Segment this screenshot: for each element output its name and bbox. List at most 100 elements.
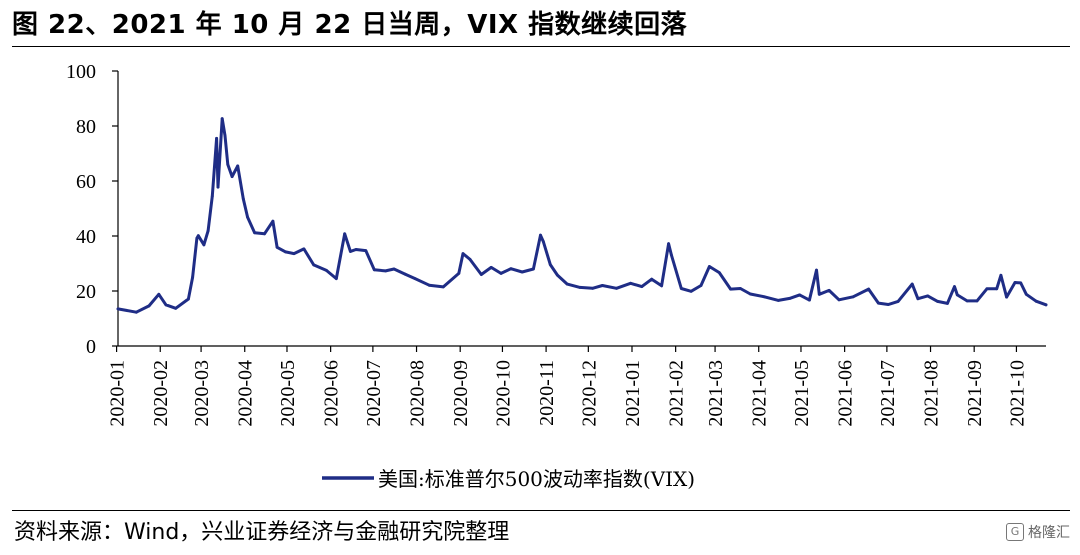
x-tick-label: 2021-05 <box>791 360 813 427</box>
vix-data-point <box>230 175 234 179</box>
vix-data-point <box>965 299 969 303</box>
vix-data-point <box>578 286 582 289</box>
vix-data-point <box>196 234 200 238</box>
x-axis: 2020-01 2020-02 2020-03 2020-04 2020-05 2020-… <box>107 345 1046 427</box>
vix-data-point <box>788 297 792 300</box>
y-tick-label: 0 <box>86 336 96 358</box>
vix-data-point <box>520 270 524 274</box>
vix-data-point <box>403 272 407 276</box>
vix-data-point <box>1019 281 1023 285</box>
vix-data-point <box>236 164 240 168</box>
vix-data-point <box>202 243 206 247</box>
vix-data-point <box>670 253 673 257</box>
vix-data-point <box>739 287 742 290</box>
vix-data-point <box>936 300 939 303</box>
vix-data-point <box>541 240 545 243</box>
x-tick-label: 2021-02 <box>666 360 688 427</box>
vix-data-point <box>215 137 219 140</box>
vix-data-point <box>565 282 569 286</box>
vix-data-point <box>815 268 818 272</box>
vix-data-point <box>808 298 811 302</box>
vix-data-point <box>275 245 279 249</box>
x-tick-label: 2021-07 <box>877 360 899 427</box>
x-tick-label: 2021-09 <box>964 360 986 427</box>
vix-data-point <box>479 273 483 276</box>
vix-data-point <box>499 272 503 275</box>
x-tick-label: 2020-01 <box>107 360 129 427</box>
vix-data-point <box>650 277 654 281</box>
vix-data-point <box>999 273 1003 277</box>
vix-data-point <box>995 287 999 291</box>
vix-data-point <box>349 250 352 253</box>
vix-data-point <box>591 286 594 290</box>
vix-data-point <box>798 293 801 297</box>
vix-data-point <box>1013 281 1017 284</box>
vix-data-point <box>191 275 195 279</box>
vix-data-point <box>886 303 890 306</box>
x-tick-label: 2020-08 <box>407 360 429 427</box>
watermark: G 格隆汇 <box>1006 522 1070 542</box>
vix-data-point <box>629 281 632 285</box>
vix-data-point <box>699 284 703 287</box>
vix-data-point <box>157 292 161 296</box>
vix-data-point <box>284 250 287 254</box>
vix-data-point <box>354 248 358 251</box>
vix-data-point <box>271 219 275 223</box>
vix-data-point <box>206 229 210 233</box>
vix-data-point <box>489 266 493 269</box>
x-tick-label: 2021-06 <box>835 360 857 427</box>
vix-data-point <box>246 215 250 219</box>
x-tick-label: 2021-01 <box>622 360 644 427</box>
figure-title: 图 22、2021 年 10 月 22 日当周，VIX 指数继续回落 <box>12 10 688 40</box>
vix-data-point <box>312 263 316 267</box>
vix-data-point <box>343 232 347 236</box>
x-tick-label: 2021-03 <box>705 360 727 427</box>
source-note: 资料来源：Wind，兴业证券经济与金融研究院整理 <box>14 520 510 545</box>
x-tick-label: 2020-07 <box>363 360 385 427</box>
vix-data-point <box>226 163 230 166</box>
vix-data-point <box>548 263 552 266</box>
x-tick-label: 2021-10 <box>1006 360 1028 427</box>
vix-data-point <box>116 307 120 311</box>
x-tick-label: 2020-03 <box>191 360 213 427</box>
vix-data-point <box>777 299 780 302</box>
vix-data-point <box>640 285 644 288</box>
vix-data-point <box>763 295 766 299</box>
vix-data-point <box>877 301 880 305</box>
watermark-text: 格隆汇 <box>1028 525 1070 541</box>
vix-data-point <box>195 236 199 240</box>
vix-data-point <box>601 284 604 287</box>
vix-data-point <box>867 287 870 291</box>
vix-data-point <box>679 287 683 290</box>
x-tick-label: 2020-06 <box>321 360 343 427</box>
vix-data-point <box>441 285 445 289</box>
vix-data-point <box>667 242 670 246</box>
vix-data-point <box>292 252 296 256</box>
x-tick-label: 2020-09 <box>450 360 472 427</box>
vix-data-point <box>1005 295 1008 299</box>
vix-data-point <box>241 197 245 201</box>
vix-series-line <box>116 117 1048 314</box>
vix-data-point <box>556 273 559 277</box>
y-tick-label: 20 <box>76 281 96 303</box>
vix-data-point <box>708 265 711 268</box>
y-axis: 0 20 40 60 80 100 <box>66 61 119 358</box>
vix-data-point <box>926 294 930 298</box>
vix-data-point <box>729 287 732 291</box>
x-tick-label: 2020-04 <box>235 360 257 427</box>
legend-label: 美国:标准普尔500波动率指数(VIX) <box>378 467 695 491</box>
vix-data-point <box>302 247 306 251</box>
vix-data-point <box>615 286 618 290</box>
vix-data-point <box>660 284 663 288</box>
vix-data-point <box>916 297 920 301</box>
vix-data-point <box>134 310 138 314</box>
vix-data-point <box>689 289 693 293</box>
vix-data-point <box>975 299 979 303</box>
x-tick-label: 2021-04 <box>749 360 771 427</box>
vix-data-point <box>1034 299 1038 303</box>
vix-data-point <box>910 282 914 286</box>
vix-data-point <box>946 302 949 305</box>
y-tick-label: 60 <box>76 171 96 193</box>
vix-data-point <box>717 271 721 274</box>
vix-data-point <box>748 292 752 296</box>
